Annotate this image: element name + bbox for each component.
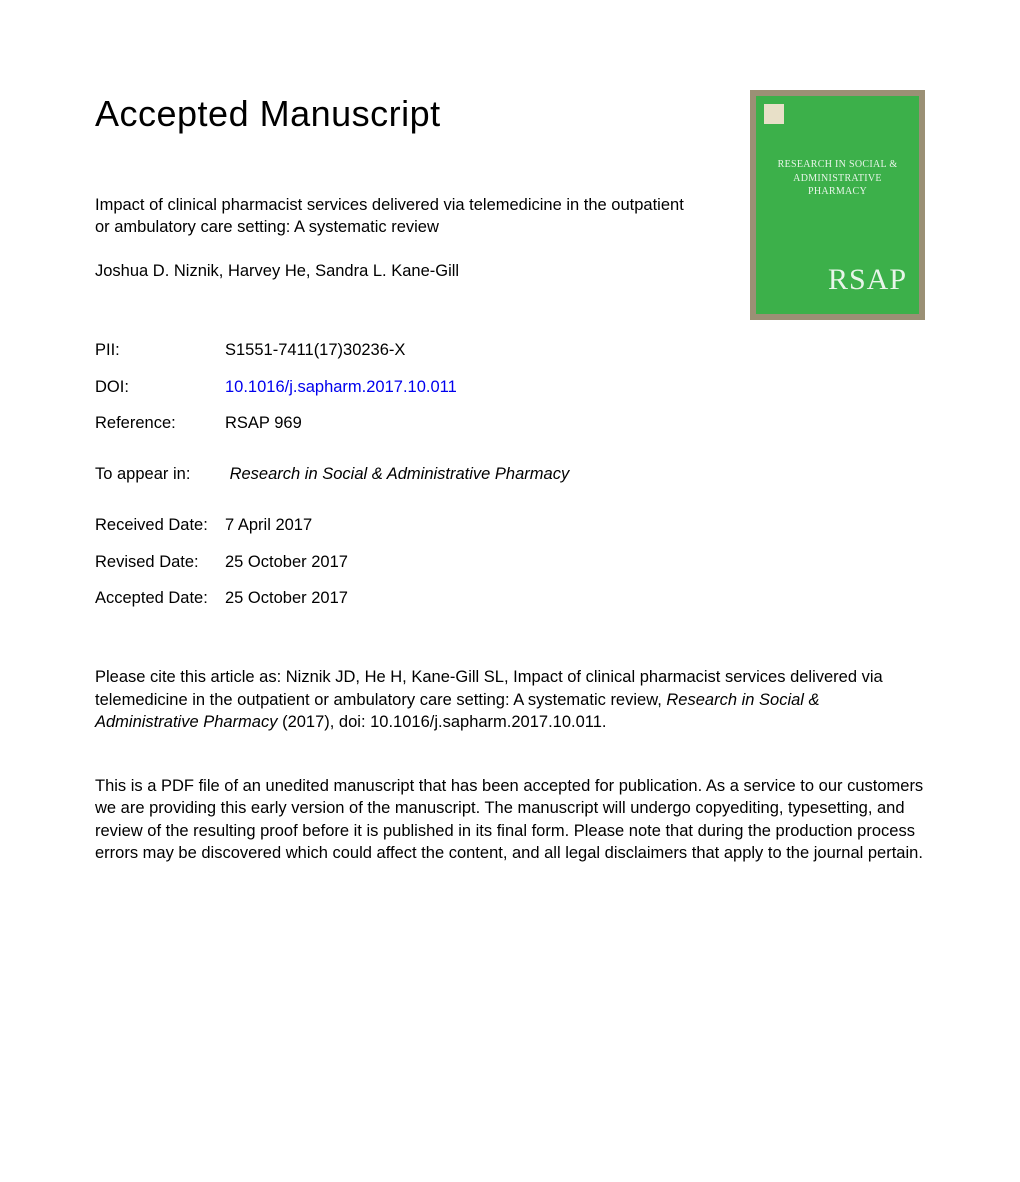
doi-label: DOI: [95,369,225,405]
cover-title: RESEARCH IN SOCIAL & ADMINISTRATIVE PHAR… [764,158,911,199]
revised-row: Revised Date: 25 October 2017 [95,544,348,580]
revised-label: Revised Date: [95,544,225,580]
metadata-table: PII: S1551-7411(17)30236-X DOI: 10.1016/… [95,332,457,441]
accepted-label: Accepted Date: [95,580,225,616]
accepted-row: Accepted Date: 25 October 2017 [95,580,348,616]
page-heading: Accepted Manuscript [95,90,685,139]
pii-label: PII: [95,332,225,368]
header-row: Accepted Manuscript Impact of clinical p… [95,90,925,322]
article-title: Impact of clinical pharmacist services d… [95,194,685,239]
authors: Joshua D. Niznik, Harvey He, Sandra L. K… [95,260,685,282]
left-column: Accepted Manuscript Impact of clinical p… [95,90,685,322]
accepted-value: 25 October 2017 [225,580,348,616]
doi-row: DOI: 10.1016/j.sapharm.2017.10.011 [95,369,457,405]
received-label: Received Date: [95,507,225,543]
pii-row: PII: S1551-7411(17)30236-X [95,332,457,368]
to-appear-row: To appear in: Research in Social & Admin… [95,463,925,485]
citation-suffix: (2017), doi: 10.1016/j.sapharm.2017.10.0… [277,713,606,731]
received-row: Received Date: 7 April 2017 [95,507,348,543]
disclaimer-text: This is a PDF file of an unedited manusc… [95,775,925,864]
reference-row: Reference: RSAP 969 [95,405,457,441]
revised-value: 25 October 2017 [225,544,348,580]
publisher-icon [764,104,784,124]
to-appear-label: To appear in: [95,463,225,485]
cover-title-line1: RESEARCH IN SOCIAL & [778,159,898,170]
doi-link[interactable]: 10.1016/j.sapharm.2017.10.011 [225,378,457,396]
journal-cover-inner: RESEARCH IN SOCIAL & ADMINISTRATIVE PHAR… [756,96,919,314]
reference-value: RSAP 969 [225,405,457,441]
received-value: 7 April 2017 [225,507,348,543]
reference-label: Reference: [95,405,225,441]
pii-value: S1551-7411(17)30236-X [225,332,457,368]
journal-name: Research in Social & Administrative Phar… [230,465,570,483]
cover-logo: RSAP [828,260,907,301]
cover-title-line2: ADMINISTRATIVE PHARMACY [793,173,882,198]
journal-cover: RESEARCH IN SOCIAL & ADMINISTRATIVE PHAR… [750,90,925,320]
citation-block: Please cite this article as: Niznik JD, … [95,666,925,733]
dates-table: Received Date: 7 April 2017 Revised Date… [95,507,348,616]
